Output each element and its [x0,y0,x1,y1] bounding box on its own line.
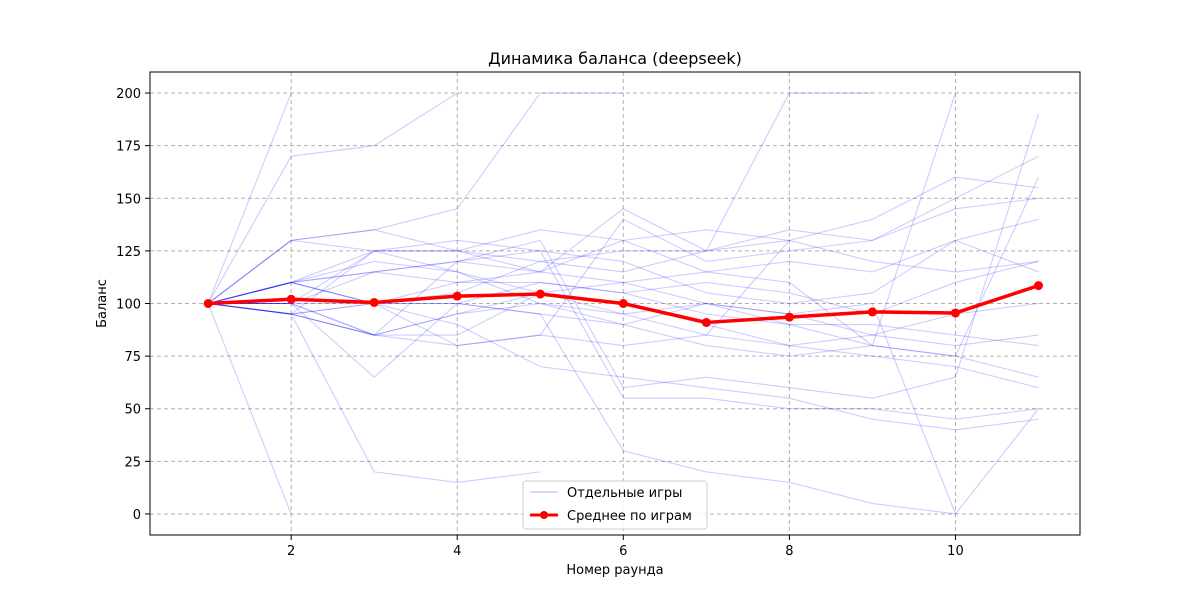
legend-average-label: Среднее по играм [567,509,692,524]
average-point [701,317,711,327]
individual-game-line [207,92,624,304]
chart-title: Динамика баланса (deepseek) [488,49,742,68]
x-tick-label: 8 [785,544,793,559]
individual-game-line [208,239,1039,305]
y-tick-label: 125 [116,245,141,260]
individual-game-line [208,218,1039,305]
legend-box [522,480,708,530]
legend: Отдельные игры Среднее по играм [522,480,708,530]
y-tick-label: 25 [124,455,141,470]
average-point [369,297,379,307]
individual-game-line [207,260,1039,378]
x-tick-label: 6 [619,544,627,559]
average-point [286,294,296,304]
average-point [535,289,545,299]
individual-game-line [207,271,956,515]
individual-game-line [208,302,1039,515]
individual-game-line [207,281,1039,347]
individual-game-line [208,302,1039,431]
y-tick-label: 200 [116,87,141,102]
individual-game-line [207,176,1039,357]
x-axis-label: Номер раунда [566,563,663,578]
individual-game-line [208,197,1039,347]
average-point [950,308,960,318]
y-tick-label: 75 [124,350,141,365]
individual-game-line [208,155,1039,315]
individual-game-line [208,239,1039,420]
individual-game-line [207,176,1039,304]
legend-individual-label: Отдельные игры [567,486,682,501]
y-tick-label: 175 [116,140,141,155]
legend-average-marker [540,511,548,519]
individual-game-line [208,239,790,347]
individual-game-line [207,113,1040,399]
individual-game-line [207,92,292,304]
y-tick-label: 0 [133,508,141,523]
average-point [784,312,794,322]
average-point [203,299,213,308]
x-tick-label: 4 [453,544,461,559]
individual-game-line [207,239,1039,347]
y-tick-label: 50 [124,403,141,418]
average-point [1033,281,1043,291]
x-tick-label: 10 [947,544,964,559]
individual-game-line [208,239,1039,336]
individual-game-line [207,303,292,515]
individual-game-line [207,92,458,304]
average-point [867,307,877,317]
average-point [452,291,462,301]
individual-game-line [208,302,1039,347]
individual-game-line [207,260,1039,315]
x-tick-label: 2 [287,544,295,559]
y-tick-label: 100 [116,298,141,313]
y-axis-label: Баланс [95,279,110,328]
average-point [618,299,628,308]
individual-game-line [207,92,873,305]
average-line-group [203,281,1043,327]
y-tick-label: 150 [116,192,141,207]
individual-game-line [208,302,541,483]
